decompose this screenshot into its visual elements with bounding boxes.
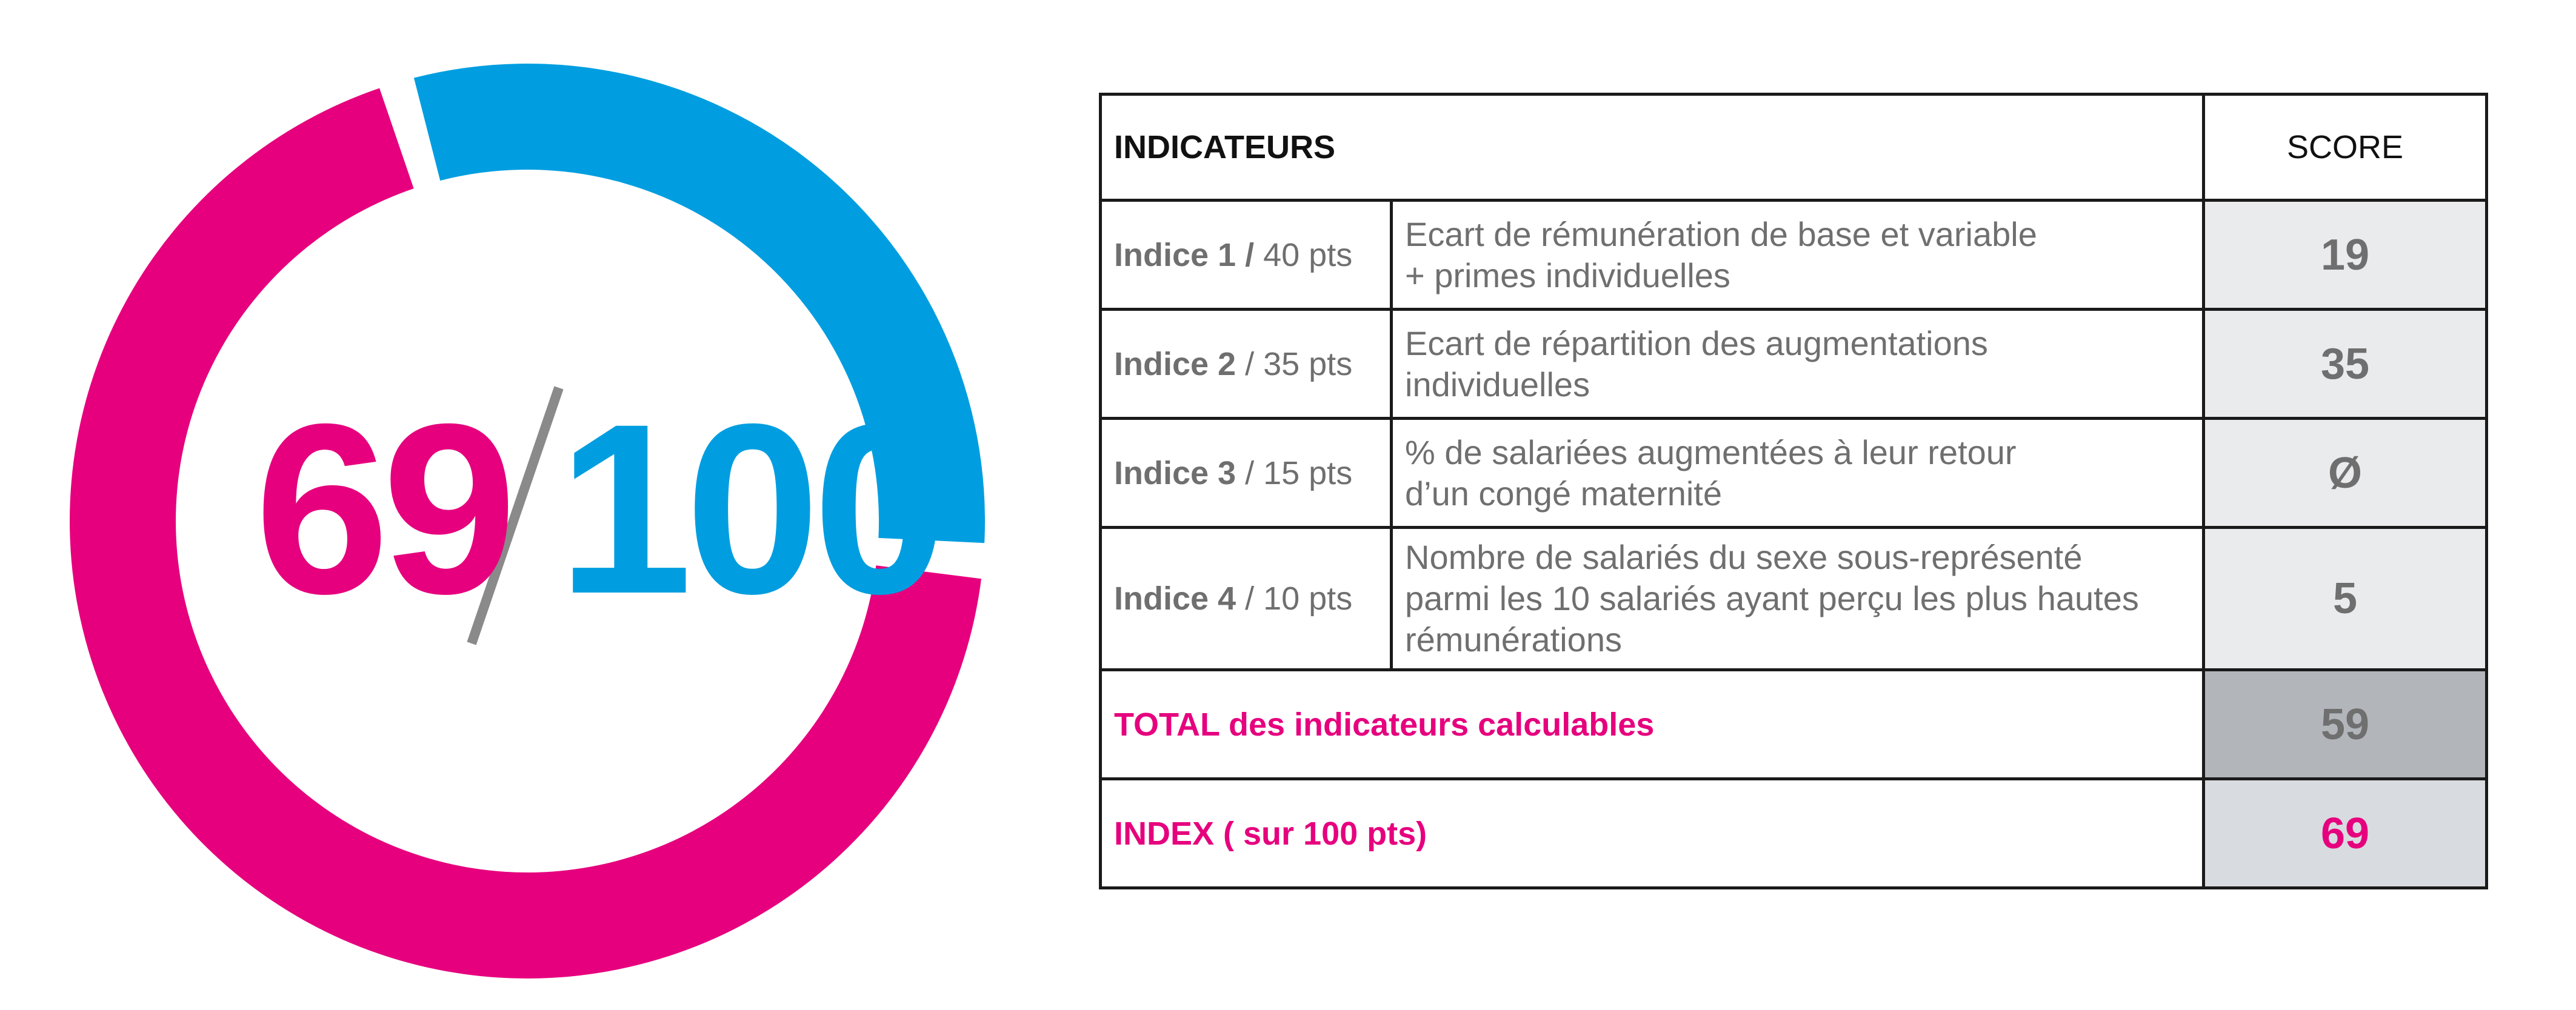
table-row-indice-2: Indice 2 / 35 pts Ecart de répartition d… xyxy=(1099,308,2489,420)
indice-description: Nombre de salariés du sexe sous-représen… xyxy=(1389,526,2206,671)
table-row-index: INDEX ( sur 100 pts) 69 xyxy=(1098,777,2489,889)
indice-score: 19 xyxy=(2202,199,2489,311)
description-line: % de salariées augmentées à leur retour xyxy=(1405,433,2017,471)
indice-name: Indice 2 xyxy=(1114,345,1236,382)
table-row-indice-1: Indice 1 / 40 pts Ecart de rémunération … xyxy=(1099,199,2489,311)
description-line: Ecart de répartition des augmentations xyxy=(1405,324,1988,362)
table-row-total: TOTAL des indicateurs calculables 59 xyxy=(1098,668,2489,780)
table-header-row: INDICATEURS SCORE xyxy=(1098,93,2489,202)
score-value: 69 xyxy=(255,373,517,644)
description-line: rémunérations xyxy=(1405,620,1622,659)
description-line: individuelles xyxy=(1405,365,1590,404)
table-row-indice-4: Indice 4 / 10 pts Nombre de salariés du … xyxy=(1099,526,2489,671)
score-donut-chart xyxy=(70,64,985,978)
indice-description: % de salariées augmentées à leur retour … xyxy=(1389,417,2206,529)
indice-name: Indice 3 xyxy=(1114,454,1236,491)
indice-points: / 10 pts xyxy=(1236,580,1353,617)
total-label: TOTAL des indicateurs calculables xyxy=(1098,668,2206,780)
indice-label: Indice 1 / 40 pts xyxy=(1099,199,1393,311)
indice-label: Indice 4 / 10 pts xyxy=(1099,526,1393,671)
indice-name: Indice 1 / xyxy=(1114,236,1255,273)
indice-label: Indice 3 / 15 pts xyxy=(1099,417,1393,529)
indice-score: 5 xyxy=(2202,526,2489,671)
header-score: SCORE xyxy=(2202,93,2489,202)
indice-points: / 15 pts xyxy=(1236,454,1353,491)
donut-segments xyxy=(70,64,985,978)
description-line: parmi les 10 salariés ayant perçu les pl… xyxy=(1405,579,2139,617)
score-total: 100 xyxy=(558,373,947,644)
table-row-indice-3: Indice 3 / 15 pts % de salariées augment… xyxy=(1099,417,2489,529)
description-line: d’un congé maternité xyxy=(1405,474,1723,513)
donut-segment-remaining xyxy=(413,64,985,543)
indice-description: Ecart de répartition des augmentations i… xyxy=(1389,308,2206,420)
index-label: INDEX ( sur 100 pts) xyxy=(1098,777,2206,889)
description-line: Nombre de salariés du sexe sous-représen… xyxy=(1405,538,2083,576)
indice-score: 35 xyxy=(2202,308,2489,420)
header-indicateurs: INDICATEURS xyxy=(1098,93,2206,202)
indice-name: Indice 4 xyxy=(1114,580,1236,617)
indicators-table: INDICATEURS SCORE Indice 1 / 40 pts Ecar… xyxy=(1098,93,2489,889)
indice-points: 40 pts xyxy=(1254,236,1353,273)
description-line: + primes individuelles xyxy=(1405,256,1730,294)
indice-score: Ø xyxy=(2202,417,2489,529)
index-score: 69 xyxy=(2202,777,2489,889)
total-score: 59 xyxy=(2202,668,2489,780)
indice-label: Indice 2 / 35 pts xyxy=(1099,308,1393,420)
indice-description: Ecart de rémunération de base et variabl… xyxy=(1389,199,2206,311)
indice-points: / 35 pts xyxy=(1236,345,1353,382)
description-line: Ecart de rémunération de base et variabl… xyxy=(1405,214,2037,253)
